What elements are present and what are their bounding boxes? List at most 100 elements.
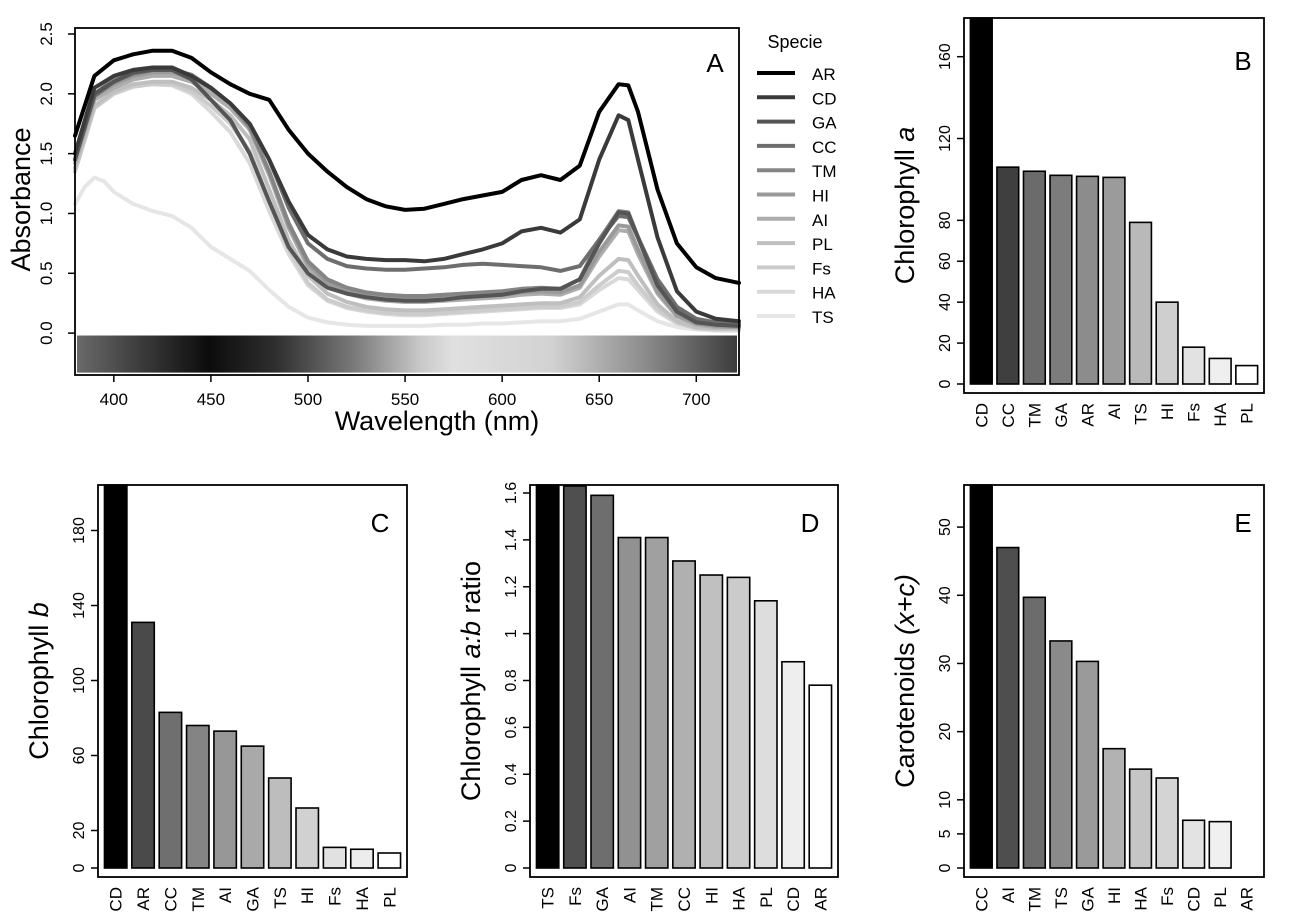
- category-label-CD: CD: [972, 403, 991, 428]
- spectrum-line-AR: [73, 48, 741, 285]
- legend-label-CC: CC: [812, 138, 837, 157]
- bar-CC: [969, 484, 993, 869]
- x-tick-label-450: 450: [197, 390, 225, 409]
- bar-GA: [240, 745, 265, 869]
- bar-HI: [1102, 747, 1126, 869]
- category-label-CD: CD: [107, 887, 126, 912]
- category-label-TM: TM: [189, 887, 208, 912]
- spectrum-line-TS: [73, 175, 741, 333]
- y-axis-title-text: Chlorophyll: [890, 142, 920, 285]
- y-tick-label-140: 140: [71, 592, 88, 619]
- bar-CD: [1181, 819, 1206, 869]
- y-tick-label-0: 0: [937, 379, 954, 388]
- category-label-AR: AR: [811, 887, 830, 911]
- category-label-CC: CC: [972, 887, 991, 912]
- category-label-TM: TM: [648, 887, 667, 912]
- panel-letter-d: D: [801, 508, 820, 538]
- category-label-Fs: Fs: [1158, 887, 1177, 906]
- category-label-HA: HA: [1132, 886, 1151, 910]
- panel-letter-c: C: [371, 508, 390, 538]
- category-label-PL: PL: [757, 887, 776, 908]
- bar-HA: [1128, 768, 1153, 869]
- y-tick-label-1.6: 1.6: [503, 482, 520, 504]
- category-label-HA: HA: [730, 886, 749, 910]
- bar-TS: [267, 777, 292, 869]
- panel-a: 400 450 500 550 600 650 700 0.0 0.5 1.0 1.5 2.0 2.5 W…: [6, 22, 837, 436]
- y-tick-label-0.6: 0.6: [503, 716, 520, 738]
- category-label-AI: AI: [620, 887, 639, 903]
- bar-CD: [969, 17, 993, 385]
- bar-TM: [1022, 170, 1047, 385]
- y-tick-label-0.8: 0.8: [503, 669, 520, 691]
- y-axis-title-italic: a: [890, 127, 920, 142]
- category-label-HI: HI: [702, 887, 721, 904]
- bar-CC: [672, 560, 696, 869]
- bar-PL: [753, 600, 778, 869]
- panel-letter-a: A: [706, 48, 724, 78]
- category-label-PL: PL: [1211, 887, 1230, 908]
- bar-TM: [644, 536, 669, 869]
- category-label-CD: CD: [784, 887, 803, 912]
- y-tick-label-20: 20: [937, 334, 954, 352]
- legend-label-AR: AR: [812, 65, 836, 84]
- category-label-PL: PL: [380, 887, 399, 908]
- legend-label-Fs: Fs: [812, 259, 831, 278]
- bar-HA: [1208, 357, 1232, 385]
- category-label-Fs: Fs: [326, 887, 345, 906]
- y-tick-label-2.0: 2.0: [37, 82, 56, 106]
- y-axis-title: Chlorophyll a:b ratio: [456, 561, 486, 801]
- y-tick-label-0: 0: [937, 863, 954, 872]
- y-tick-label-20: 20: [71, 822, 88, 840]
- bar-TM: [185, 724, 210, 869]
- bar-Fs: [322, 846, 347, 869]
- y-axis-title: Absorbance: [6, 127, 36, 271]
- y-tick-label-10: 10: [937, 791, 954, 809]
- spectrum-line-Fs: [73, 82, 741, 332]
- y-tick-label-20: 20: [937, 723, 954, 741]
- category-label-PL: PL: [1238, 403, 1257, 424]
- y-axis-title-italic: a:b: [456, 621, 486, 659]
- category-label-TS: TS: [1052, 887, 1071, 909]
- y-axis-title: Chlorophyll a: [890, 127, 920, 285]
- panel-d: TS Fs GA AI TM CC HI HA PL CD AR 0 0.2 0.4 0.6 0.8 1 1.2 1…: [456, 482, 839, 912]
- y-tick-label-0.5: 0.5: [37, 261, 56, 285]
- panel-frame: [963, 17, 1265, 394]
- bar-TM: [1022, 596, 1047, 869]
- y-axis-title-italic: (x+c): [890, 574, 920, 635]
- bar-PL: [1208, 820, 1232, 869]
- legend-label-TS: TS: [812, 308, 834, 327]
- bar-AR: [131, 621, 156, 869]
- bar-CD: [781, 660, 806, 869]
- bar-AR: [808, 684, 833, 869]
- category-label-AI: AI: [1105, 403, 1124, 419]
- category-label-TS: TS: [271, 887, 290, 909]
- legend-label-AI: AI: [812, 211, 828, 230]
- panel-letter-b: B: [1234, 46, 1251, 76]
- category-label-GA: GA: [1052, 402, 1071, 427]
- bar-CD: [103, 484, 128, 869]
- y-tick-label-5: 5: [937, 829, 954, 838]
- y-tick-label-1: 1: [503, 629, 520, 638]
- y-tick-label-60: 60: [71, 747, 88, 765]
- category-label-AI: AI: [999, 887, 1018, 903]
- y-axis-title: Chlorophyll b: [24, 602, 54, 760]
- legend-label-CD: CD: [812, 89, 837, 108]
- category-label-AR: AR: [134, 887, 153, 911]
- legend-label-PL: PL: [812, 235, 833, 254]
- x-axis-title: Wavelength (nm): [335, 406, 540, 436]
- category-label-CC: CC: [999, 403, 1018, 428]
- bar-AI: [1102, 176, 1126, 385]
- bar-AI: [617, 536, 642, 869]
- x-tick-label-600: 600: [488, 390, 516, 409]
- legend-title: Specie: [767, 32, 822, 52]
- x-tick-label-400: 400: [100, 390, 128, 409]
- panel-e: CC AI TM TS GA HI HA Fs CD PL AR 0 5 10 20 30 40 50 Carote…: [890, 484, 1265, 912]
- category-label-HA: HA: [1211, 402, 1230, 426]
- y-tick-label-120: 120: [937, 125, 954, 152]
- category-label-TM: TM: [1025, 403, 1044, 428]
- category-label-HI: HI: [1105, 887, 1124, 904]
- category-label-GA: GA: [593, 886, 612, 911]
- y-tick-label-160: 160: [937, 43, 954, 70]
- y-tick-label-30: 30: [937, 654, 954, 672]
- panel-letter-e: E: [1234, 508, 1251, 538]
